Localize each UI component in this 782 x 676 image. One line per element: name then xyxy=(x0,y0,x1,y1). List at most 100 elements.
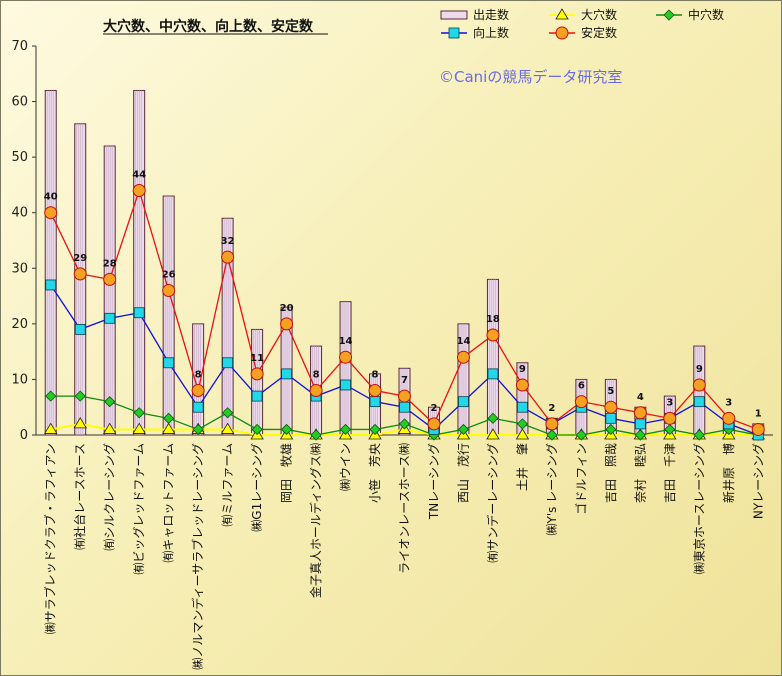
marker-square xyxy=(634,418,646,430)
marker-diamond xyxy=(693,429,705,441)
marker-circle xyxy=(751,422,765,436)
marker-triangle xyxy=(44,422,58,434)
marker-triangle xyxy=(515,428,530,440)
marker-square xyxy=(163,357,175,369)
data-label-antei: 20 xyxy=(280,303,294,314)
marker-triangle xyxy=(555,8,569,20)
y-tick-label: 20 xyxy=(11,317,28,332)
data-label-antei: 26 xyxy=(162,270,176,281)
x-category-label: 小笹 芳央 xyxy=(368,443,382,503)
marker-circle xyxy=(398,389,411,403)
marker-circle xyxy=(339,350,353,364)
x-category-label: 土井 肇 xyxy=(514,443,529,491)
bar-shusso xyxy=(162,195,175,436)
marker-diamond xyxy=(310,429,322,441)
data-label-antei: 44 xyxy=(132,169,146,180)
marker-square xyxy=(45,279,57,291)
x-category-label: ㈱サラブレッドクラブ・ラフィアン xyxy=(43,443,58,634)
marker-circle xyxy=(486,328,500,342)
marker-square xyxy=(281,368,292,380)
marker-circle xyxy=(73,267,87,281)
x-category-label: ㈱G1レーシング xyxy=(250,443,264,532)
marker-diamond xyxy=(487,412,499,424)
y-tick-label: 40 xyxy=(11,206,28,221)
y-tick-label: 60 xyxy=(11,95,28,110)
marker-diamond xyxy=(575,429,587,441)
marker-triangle xyxy=(161,422,176,434)
marker-diamond xyxy=(163,412,175,424)
marker-diamond xyxy=(663,9,675,21)
bar-shusso xyxy=(486,278,499,436)
marker-square xyxy=(369,396,381,408)
marker-diamond xyxy=(192,423,204,436)
marker-circle xyxy=(555,26,569,40)
x-category-label: 西山 茂行 xyxy=(456,443,470,503)
x-category-label: ㈲ミルファーム xyxy=(221,443,235,527)
legend-label: 中穴数 xyxy=(688,7,724,22)
marker-circle xyxy=(162,284,176,298)
marker-diamond xyxy=(133,407,145,419)
data-label-antei: 8 xyxy=(313,370,320,381)
x-category-label: 吉田 照哉 xyxy=(603,443,618,503)
marker-square xyxy=(458,396,469,408)
marker-circle xyxy=(250,367,264,381)
marker-circle xyxy=(663,411,677,425)
marker-circle xyxy=(221,250,235,264)
data-label-antei: 18 xyxy=(486,314,500,325)
marker-square xyxy=(251,390,263,402)
data-label-antei: 11 xyxy=(250,353,264,364)
marker-diamond xyxy=(516,418,528,430)
x-category-label: ライオンレースホース㈱ xyxy=(398,443,412,574)
x-category-label: ㈱ウイン xyxy=(339,443,353,491)
marker-diamond xyxy=(339,423,352,436)
bar-shusso xyxy=(251,328,264,436)
data-label-antei: 1 xyxy=(755,408,762,419)
axis-layer: 0 10 20 30 40 50 60 70 xyxy=(11,39,773,443)
marker-diamond xyxy=(605,423,617,436)
marker-triangle xyxy=(220,422,235,434)
legend-label: 向上数 xyxy=(473,25,509,40)
x-category-label: ㈲ビッグレッドファーム xyxy=(132,443,146,575)
marker-circle xyxy=(515,378,529,392)
marker-square xyxy=(517,401,528,413)
x-category-label: 吉田 千津 xyxy=(663,443,677,503)
marker-square xyxy=(222,357,234,369)
y-tick-label: 50 xyxy=(11,150,28,165)
marker-diamond xyxy=(281,423,293,436)
marker-circle xyxy=(368,384,382,398)
marker-square xyxy=(192,401,204,413)
data-label-antei: 8 xyxy=(195,370,202,381)
marker-triangle xyxy=(73,417,87,429)
legend-swatch-bar xyxy=(440,10,468,20)
marker-circle xyxy=(574,395,588,409)
x-category-label: ゴドルフィン xyxy=(573,443,588,515)
y-tick-label: 10 xyxy=(11,372,28,387)
chart-title: 大穴数、中穴数、向上数、安定数 xyxy=(103,18,314,35)
marker-square xyxy=(74,324,86,335)
marker-triangle xyxy=(102,422,117,434)
data-label-antei: 2 xyxy=(548,403,555,414)
marker-diamond xyxy=(251,423,263,436)
marker-circle xyxy=(132,183,146,197)
marker-circle xyxy=(604,400,618,414)
data-label-antei: 9 xyxy=(696,364,703,375)
marker-circle xyxy=(309,384,323,398)
marker-diamond xyxy=(104,396,116,408)
legend-label: 大穴数 xyxy=(581,7,617,22)
marker-square xyxy=(399,401,410,413)
marker-square xyxy=(104,312,116,324)
data-label-antei: 6 xyxy=(578,381,585,392)
data-label-antei: 28 xyxy=(103,258,117,269)
x-category-label: 新井原 博 xyxy=(721,443,736,503)
marker-square xyxy=(605,412,617,424)
marker-square xyxy=(487,368,499,380)
marker-square xyxy=(133,307,145,319)
data-label-antei: 14 xyxy=(339,336,353,347)
x-category-label: ㈱東京ホースレーシング xyxy=(692,443,706,574)
data-label-antei: 9 xyxy=(519,364,526,375)
marker-diamond xyxy=(74,390,86,402)
marker-diamond xyxy=(664,423,676,436)
data-label-antei: 14 xyxy=(456,336,470,347)
x-category-label: ㈲キャロットファーム xyxy=(162,443,176,563)
